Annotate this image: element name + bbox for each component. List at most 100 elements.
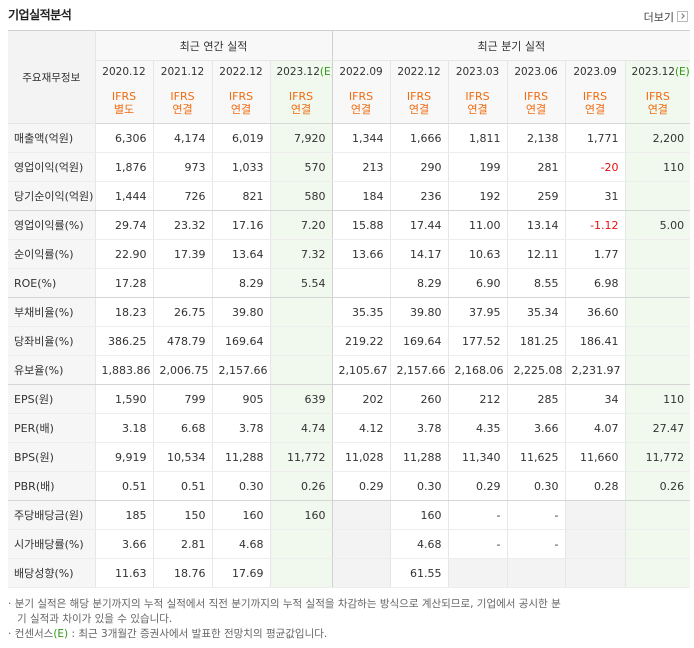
value-cell: 199 xyxy=(447,152,508,182)
accounting-line: 연결 xyxy=(408,103,430,116)
row-label: 당기순이익(억원) xyxy=(8,181,95,211)
value-cell: 219.22 xyxy=(331,326,391,356)
value-cell: 386.25 xyxy=(94,326,153,356)
value-cell: 35.35 xyxy=(331,297,391,327)
data-row: BPS(원) 9,919 10,534 11,288 11,772 11,028 11,28… xyxy=(8,442,691,472)
value-cell: 4.68 xyxy=(389,529,449,559)
row-label: 매출액(억원) xyxy=(8,123,95,153)
value-cell: 7,920 xyxy=(269,123,333,153)
period-row: 2020.122021.122022.122023.12(E)2022.0920… xyxy=(8,60,691,83)
value-cell: 39.80 xyxy=(389,297,449,327)
empty-cell xyxy=(269,558,333,588)
accounting-header: IFRS 별도 xyxy=(94,83,153,124)
data-row: 주당배당금(원) 185 150 160 160 160- - xyxy=(8,500,691,530)
value-cell: - xyxy=(506,529,566,559)
accounting-header: IFRS 연결 xyxy=(447,83,508,124)
accounting-line: 연결 xyxy=(467,103,488,116)
value-cell: -1.12 xyxy=(564,210,626,240)
value-cell: 3.18 xyxy=(94,413,153,443)
accounting-header: IFRS 연결 xyxy=(269,83,333,124)
value-cell: 3.78 xyxy=(211,413,270,443)
header: 기업실적분석 더보기 xyxy=(8,6,688,26)
value-cell: 580 xyxy=(269,181,333,211)
value-cell: 0.51 xyxy=(152,471,212,501)
accounting-header: IFRS 연결 xyxy=(564,83,626,124)
empty-cell xyxy=(447,558,508,588)
value-cell: 7.20 xyxy=(269,210,333,240)
value-cell: 5.00 xyxy=(624,210,691,240)
row-label: PER(배) xyxy=(8,413,95,443)
value-cell: 13.64 xyxy=(211,239,270,269)
empty-cell xyxy=(152,268,212,298)
empty-cell xyxy=(624,500,691,530)
value-cell: 6,019 xyxy=(211,123,270,153)
value-cell: 2,105.67 xyxy=(331,355,391,385)
value-cell: 184 xyxy=(331,181,391,211)
data-row: 시가배당률(%) 3.66 2.81 4.68 4.68- - xyxy=(8,529,691,559)
more-icon[interactable] xyxy=(677,11,688,22)
value-cell: 213 xyxy=(331,152,391,182)
value-cell: 4.12 xyxy=(331,413,391,443)
corner-cell: 주요재무정보 xyxy=(8,30,95,124)
accounting-line: IFRS xyxy=(288,90,314,103)
value-cell: 2,157.66 xyxy=(211,355,270,385)
period-header: 2023.06 xyxy=(506,60,566,83)
value-cell: 212 xyxy=(447,384,508,414)
accounting-line: IFRS xyxy=(228,90,254,103)
value-cell: 10,534 xyxy=(152,442,212,472)
value-cell: 18.76 xyxy=(152,558,212,588)
value-cell: 11,625 xyxy=(506,442,566,472)
value-cell: 1,666 xyxy=(389,123,449,153)
note: 분기 실적은 해당 분기까지의 누적 실적에서 직전 분기까지의 누적 실적을 … xyxy=(8,597,568,627)
data-row: PER(배) 3.18 6.68 3.78 4.74 4.12 3.78 4.35 3.66 4.… xyxy=(8,413,691,443)
empty-cell xyxy=(331,558,391,588)
empty-cell xyxy=(624,268,691,298)
value-cell: 36.60 xyxy=(564,297,626,327)
more-link[interactable]: 더보기 xyxy=(644,9,688,25)
period-header: 2021.12 xyxy=(152,60,212,83)
value-cell: 192 xyxy=(447,181,508,211)
value-cell: 7.32 xyxy=(269,239,333,269)
more-text[interactable]: 더보기 xyxy=(643,11,674,24)
value-cell: 4.35 xyxy=(447,413,508,443)
accounting-header: IFRS 연결 xyxy=(152,83,212,124)
value-cell: 973 xyxy=(152,152,212,182)
value-cell: 17.44 xyxy=(389,210,449,240)
value-cell: 14.17 xyxy=(389,239,449,269)
value-cell: 11.00 xyxy=(447,210,508,240)
accounting-line: IFRS xyxy=(348,90,374,103)
value-cell: 0.30 xyxy=(389,471,449,501)
row-label: 주당배당금(원) xyxy=(8,500,95,530)
value-cell: 2,225.08 xyxy=(506,355,566,385)
value-cell: 260 xyxy=(389,384,449,414)
value-cell: - xyxy=(447,500,508,530)
value-cell: 1,444 xyxy=(94,181,153,211)
value-cell: 17.16 xyxy=(211,210,270,240)
value-cell: 11,288 xyxy=(389,442,449,472)
value-cell: 4,174 xyxy=(152,123,212,153)
accounting-header: IFRS 연결 xyxy=(331,83,391,124)
value-cell: 34 xyxy=(564,384,626,414)
value-cell: 11,772 xyxy=(624,442,691,472)
value-cell: 0.30 xyxy=(506,471,566,501)
accounting-line: IFRS xyxy=(406,90,432,103)
accounting-line: 별도 xyxy=(113,103,135,116)
value-cell: 26.75 xyxy=(152,297,212,327)
value-cell: 17.39 xyxy=(152,239,212,269)
value-cell: 160 xyxy=(211,500,270,530)
value-cell: 8.29 xyxy=(389,268,449,298)
empty-cell xyxy=(624,181,691,211)
period-header: 2023.12(E) xyxy=(624,60,691,83)
value-cell: 6.68 xyxy=(152,413,212,443)
accounting-line: IFRS xyxy=(465,90,490,103)
value-cell: 31 xyxy=(564,181,626,211)
value-cell: 11,772 xyxy=(269,442,333,472)
row-label: 유보율(%) xyxy=(8,355,95,385)
period-header: 2020.12 xyxy=(94,60,153,83)
group-header: 최근 연간 실적 xyxy=(94,30,333,61)
accounting-header: IFRS 연결 xyxy=(211,83,270,124)
value-cell: 110 xyxy=(624,384,691,414)
value-cell: 15.88 xyxy=(331,210,391,240)
value-cell: 4.68 xyxy=(211,529,270,559)
